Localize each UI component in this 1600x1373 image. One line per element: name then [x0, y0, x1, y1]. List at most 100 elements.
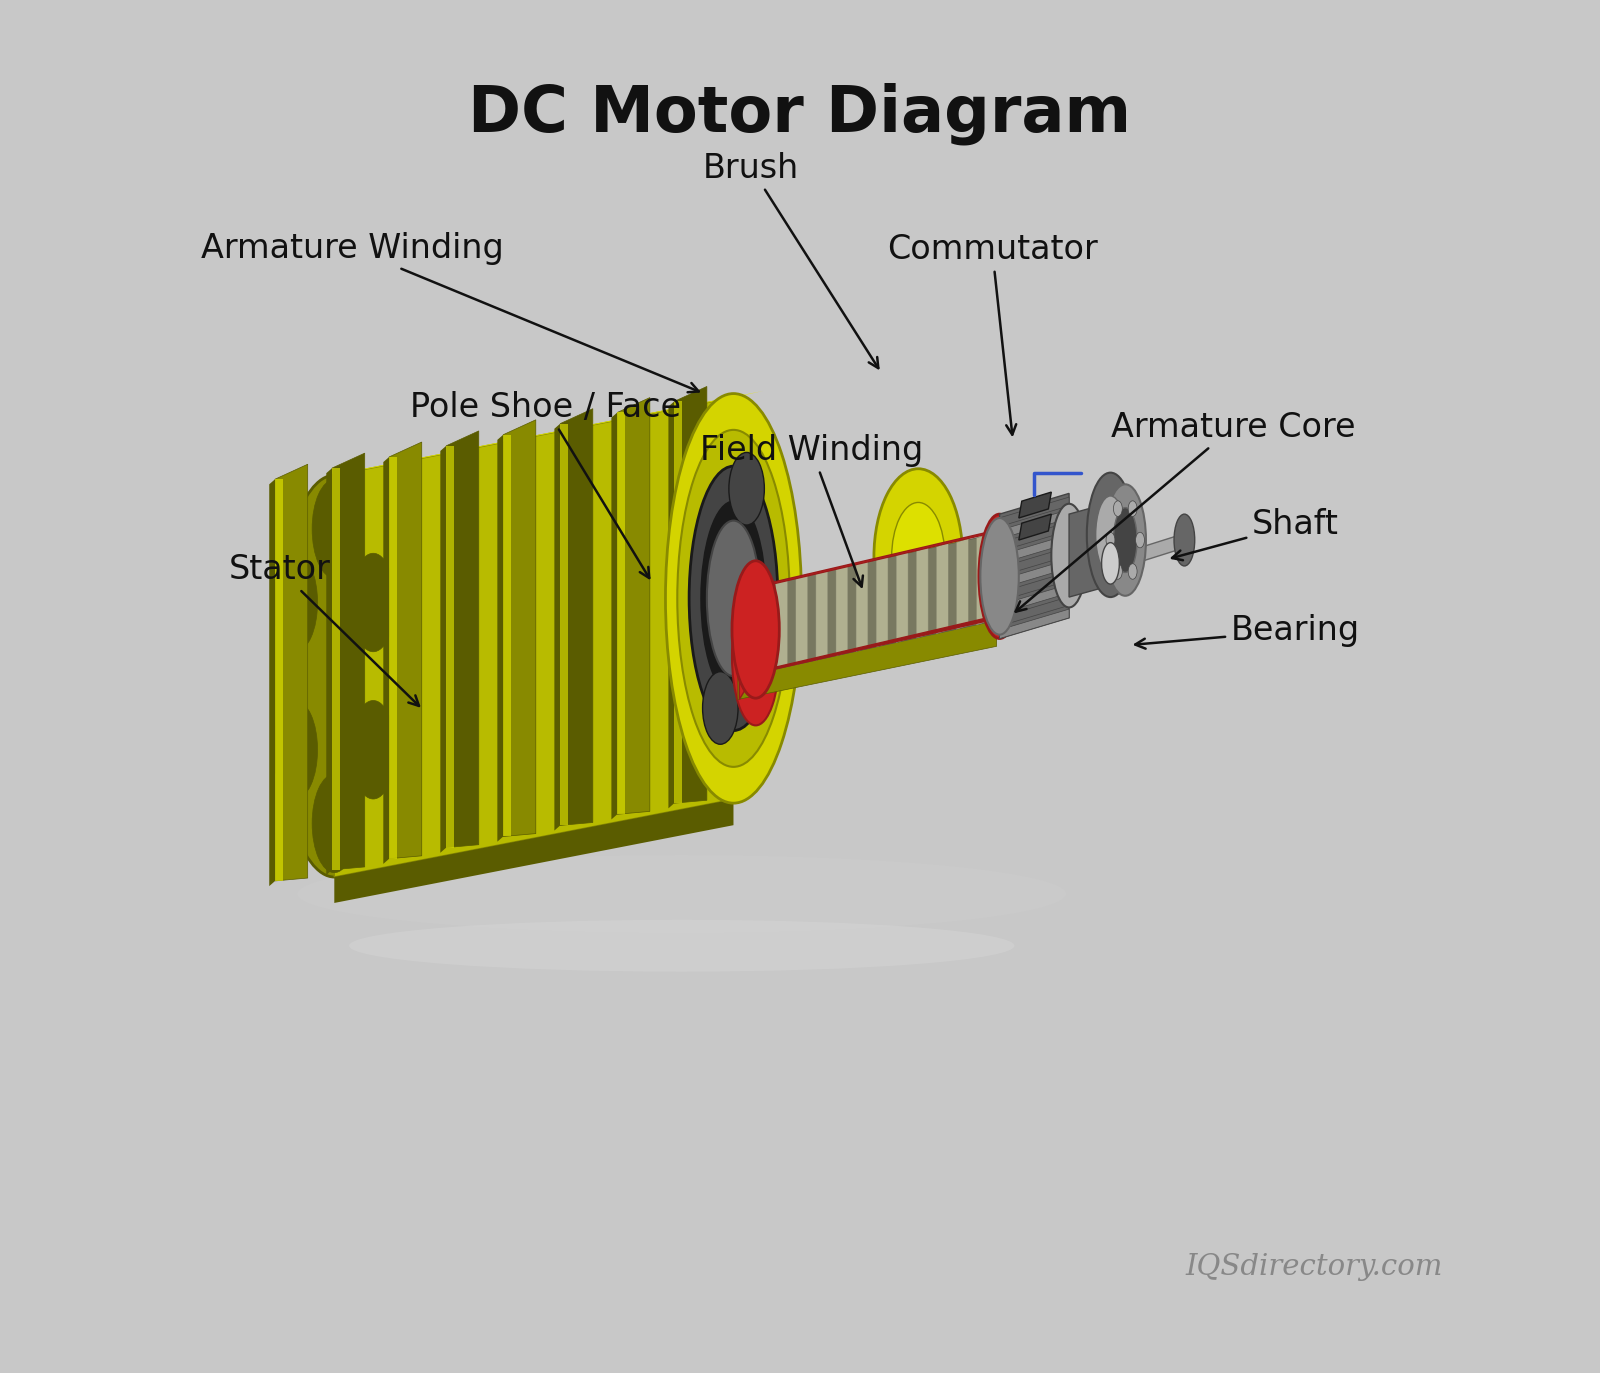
Ellipse shape — [707, 520, 760, 676]
Polygon shape — [275, 464, 307, 881]
Text: Field Winding: Field Winding — [701, 434, 923, 586]
Polygon shape — [1000, 597, 1069, 626]
Ellipse shape — [1114, 564, 1122, 579]
Polygon shape — [1019, 492, 1051, 518]
Polygon shape — [1000, 522, 1069, 552]
Polygon shape — [334, 397, 733, 877]
Polygon shape — [504, 435, 510, 836]
Polygon shape — [776, 578, 787, 669]
Polygon shape — [446, 431, 478, 847]
Ellipse shape — [891, 503, 946, 611]
Polygon shape — [1000, 571, 1069, 601]
Polygon shape — [738, 562, 997, 699]
Polygon shape — [618, 412, 624, 814]
Polygon shape — [618, 398, 650, 814]
Ellipse shape — [272, 475, 397, 877]
Polygon shape — [1000, 559, 1069, 589]
Polygon shape — [795, 574, 808, 665]
Polygon shape — [611, 412, 618, 820]
Ellipse shape — [731, 588, 779, 725]
Polygon shape — [877, 556, 888, 647]
Polygon shape — [755, 534, 997, 674]
Polygon shape — [1000, 509, 1069, 540]
Polygon shape — [738, 535, 1014, 615]
Ellipse shape — [1174, 514, 1195, 566]
Polygon shape — [917, 548, 928, 638]
Ellipse shape — [874, 468, 963, 645]
Polygon shape — [674, 401, 682, 803]
Polygon shape — [269, 479, 275, 886]
Polygon shape — [957, 538, 968, 629]
Ellipse shape — [1128, 564, 1138, 579]
Polygon shape — [936, 542, 949, 634]
Ellipse shape — [1051, 504, 1086, 607]
Polygon shape — [755, 582, 768, 674]
Text: Shaft: Shaft — [1173, 508, 1339, 560]
Ellipse shape — [274, 553, 317, 652]
Polygon shape — [976, 534, 989, 625]
Polygon shape — [755, 614, 1005, 674]
Polygon shape — [333, 453, 365, 870]
Ellipse shape — [1136, 533, 1144, 548]
Polygon shape — [446, 446, 454, 847]
Text: Armature Core: Armature Core — [1016, 411, 1355, 611]
Ellipse shape — [690, 467, 778, 730]
Text: Armature Winding: Armature Winding — [200, 232, 699, 393]
Polygon shape — [334, 799, 733, 903]
Text: Stator: Stator — [229, 553, 419, 706]
Polygon shape — [1000, 493, 1069, 638]
Ellipse shape — [731, 560, 779, 697]
Polygon shape — [1000, 610, 1069, 638]
Ellipse shape — [350, 700, 395, 799]
Polygon shape — [739, 586, 755, 699]
Polygon shape — [856, 560, 867, 651]
Ellipse shape — [677, 430, 790, 768]
Polygon shape — [1000, 497, 1069, 527]
Text: Pole Shoe / Face: Pole Shoe / Face — [410, 391, 682, 578]
Ellipse shape — [1101, 542, 1120, 584]
Ellipse shape — [1096, 496, 1125, 574]
Polygon shape — [326, 468, 333, 875]
Ellipse shape — [350, 553, 395, 652]
Ellipse shape — [274, 700, 317, 799]
Polygon shape — [504, 420, 536, 836]
Polygon shape — [1019, 514, 1051, 540]
Ellipse shape — [298, 855, 1066, 932]
Polygon shape — [440, 446, 446, 853]
Polygon shape — [835, 566, 848, 656]
Text: Bearing: Bearing — [1136, 614, 1360, 648]
Ellipse shape — [1114, 508, 1138, 573]
Ellipse shape — [1114, 501, 1122, 516]
Text: IQSdirectory.com: IQSdirectory.com — [1186, 1254, 1443, 1281]
Ellipse shape — [666, 394, 802, 803]
Ellipse shape — [730, 453, 765, 524]
Polygon shape — [755, 529, 1005, 588]
Polygon shape — [334, 391, 763, 475]
Polygon shape — [816, 570, 827, 660]
Polygon shape — [389, 457, 397, 858]
Polygon shape — [389, 442, 422, 858]
Text: Commutator: Commutator — [886, 233, 1098, 435]
Polygon shape — [1069, 498, 1125, 597]
Polygon shape — [896, 552, 909, 643]
Polygon shape — [275, 479, 283, 881]
Ellipse shape — [1086, 472, 1134, 597]
Polygon shape — [554, 424, 560, 831]
Polygon shape — [1000, 546, 1069, 577]
Polygon shape — [1000, 534, 1069, 564]
Polygon shape — [560, 424, 568, 825]
Polygon shape — [560, 409, 594, 825]
Polygon shape — [333, 468, 339, 870]
Ellipse shape — [349, 920, 1014, 972]
Polygon shape — [1000, 584, 1069, 614]
Text: DC Motor Diagram: DC Motor Diagram — [469, 82, 1131, 146]
Ellipse shape — [1106, 533, 1115, 548]
Polygon shape — [669, 401, 674, 809]
Ellipse shape — [979, 514, 1021, 638]
Ellipse shape — [312, 479, 357, 578]
Polygon shape — [1110, 534, 1184, 571]
Ellipse shape — [701, 501, 766, 696]
Polygon shape — [384, 457, 389, 864]
Polygon shape — [498, 435, 504, 842]
Ellipse shape — [1128, 501, 1138, 516]
